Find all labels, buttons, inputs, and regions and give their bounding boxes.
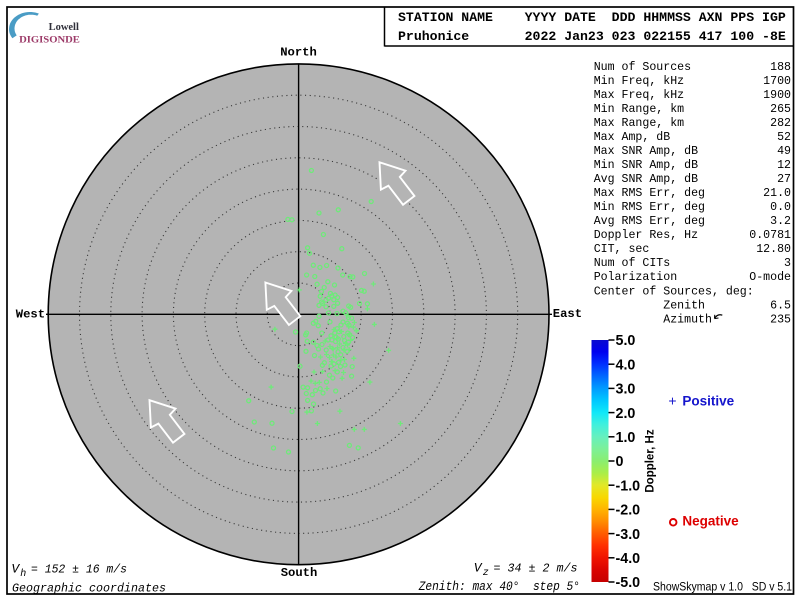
svg-text:Pruhonice 2022 Jan23 023: Pruhonice 2022 Jan23 023 022155 417 100 … <box>398 29 786 44</box>
svg-text:V: V <box>11 561 20 576</box>
svg-text:4.0: 4.0 <box>616 357 636 373</box>
svg-text:+: + <box>668 392 676 408</box>
svg-text:3.0: 3.0 <box>616 382 636 398</box>
svg-text:CIT, sec: CIT, sec <box>594 243 650 256</box>
svg-text:Max Range, km: Max Range, km <box>594 117 684 130</box>
svg-text:3: 3 <box>784 257 791 270</box>
svg-text:Doppler Res, Hz: Doppler Res, Hz <box>594 229 698 242</box>
svg-text:-2.0: -2.0 <box>616 503 641 519</box>
svg-text:North: North <box>280 46 317 60</box>
svg-text:0: 0 <box>616 454 624 470</box>
svg-text:27: 27 <box>777 173 791 186</box>
svg-text:Doppler, Hz: Doppler, Hz <box>645 429 657 493</box>
svg-text:East: East <box>553 307 582 321</box>
svg-text:12.80: 12.80 <box>756 243 791 256</box>
svg-text:West: West <box>16 307 45 321</box>
svg-text:Num of CITs: Num of CITs <box>594 257 671 270</box>
svg-text:Min Freq, kHz: Min Freq, kHz <box>594 75 684 88</box>
svg-text:1700: 1700 <box>763 75 791 88</box>
svg-text:12: 12 <box>777 159 791 172</box>
svg-text:STATION NAME YYYY DATE DDD: STATION NAME YYYY DATE DDD HHMMSS AXN PP… <box>398 10 786 25</box>
svg-text:21.0: 21.0 <box>763 187 791 200</box>
svg-text:Lowell: Lowell <box>49 22 79 33</box>
svg-text:1900: 1900 <box>763 89 791 102</box>
svg-text:Negative: Negative <box>682 513 739 528</box>
svg-text:Min SNR Amp, dB: Min SNR Amp, dB <box>594 159 698 172</box>
svg-text:188: 188 <box>770 61 791 74</box>
svg-text:Avg SNR Amp, dB: Avg SNR Amp, dB <box>594 173 698 186</box>
svg-text:Max RMS Err, deg: Max RMS Err, deg <box>594 187 705 200</box>
svg-text:-5.0: -5.0 <box>616 575 641 591</box>
svg-text:South: South <box>281 566 318 580</box>
svg-text:6.5: 6.5 <box>770 299 791 312</box>
svg-text:Geographic coordinates: Geographic coordinates <box>12 582 166 596</box>
svg-text:DIGISONDE: DIGISONDE <box>19 35 80 46</box>
svg-text:5.0: 5.0 <box>616 333 636 349</box>
svg-text:Azimuth: Azimuth <box>594 313 712 326</box>
svg-text:Positive: Positive <box>682 393 734 408</box>
svg-text:z: z <box>483 568 489 579</box>
svg-text:Num of Sources: Num of Sources <box>594 61 691 74</box>
svg-text:Min Range, km: Min Range, km <box>594 103 684 116</box>
svg-text:235: 235 <box>770 313 791 326</box>
svg-text:V: V <box>474 560 483 575</box>
svg-text:282: 282 <box>770 117 791 130</box>
svg-text:265: 265 <box>770 103 791 116</box>
svg-text:0.0: 0.0 <box>770 201 791 214</box>
svg-text:h: h <box>20 568 26 580</box>
svg-text:1.0: 1.0 <box>616 430 636 446</box>
svg-text:3.2: 3.2 <box>770 215 791 228</box>
svg-text:Zenith: Zenith <box>594 299 705 312</box>
svg-text:Center of Sources, deg:: Center of Sources, deg: <box>594 285 754 298</box>
svg-text:Avg RMS Err, deg: Avg RMS Err, deg <box>594 215 705 228</box>
svg-text:-4.0: -4.0 <box>616 551 641 567</box>
svg-text:52: 52 <box>777 131 791 144</box>
svg-text:Max Freq, kHz: Max Freq, kHz <box>594 89 684 102</box>
svg-text:O-mode: O-mode <box>749 271 791 284</box>
svg-text:2.0: 2.0 <box>616 406 636 422</box>
svg-text:Min RMS Err, deg: Min RMS Err, deg <box>594 201 705 214</box>
svg-text:Zenith: max 40° step 5°: Zenith: max 40° step 5° <box>418 580 580 594</box>
svg-text:Max Amp, dB: Max Amp, dB <box>594 131 671 144</box>
svg-text:0.0781: 0.0781 <box>749 229 791 242</box>
svg-text:-3.0: -3.0 <box>616 527 641 543</box>
svg-text:ShowSkymap v 1.0 SD v 5.1: ShowSkymap v 1.0 SD v 5.1 <box>653 579 792 593</box>
svg-text:-1.0: -1.0 <box>616 478 641 494</box>
svg-text:= 152 ± 16 m/s: = 152 ± 16 m/s <box>31 562 127 576</box>
svg-text:Max SNR Amp, dB: Max SNR Amp, dB <box>594 145 698 158</box>
svg-text:Polarization: Polarization <box>594 271 678 284</box>
svg-text:= 34 ± 2 m/s: = 34 ± 2 m/s <box>494 561 578 575</box>
svg-text:49: 49 <box>777 145 791 158</box>
